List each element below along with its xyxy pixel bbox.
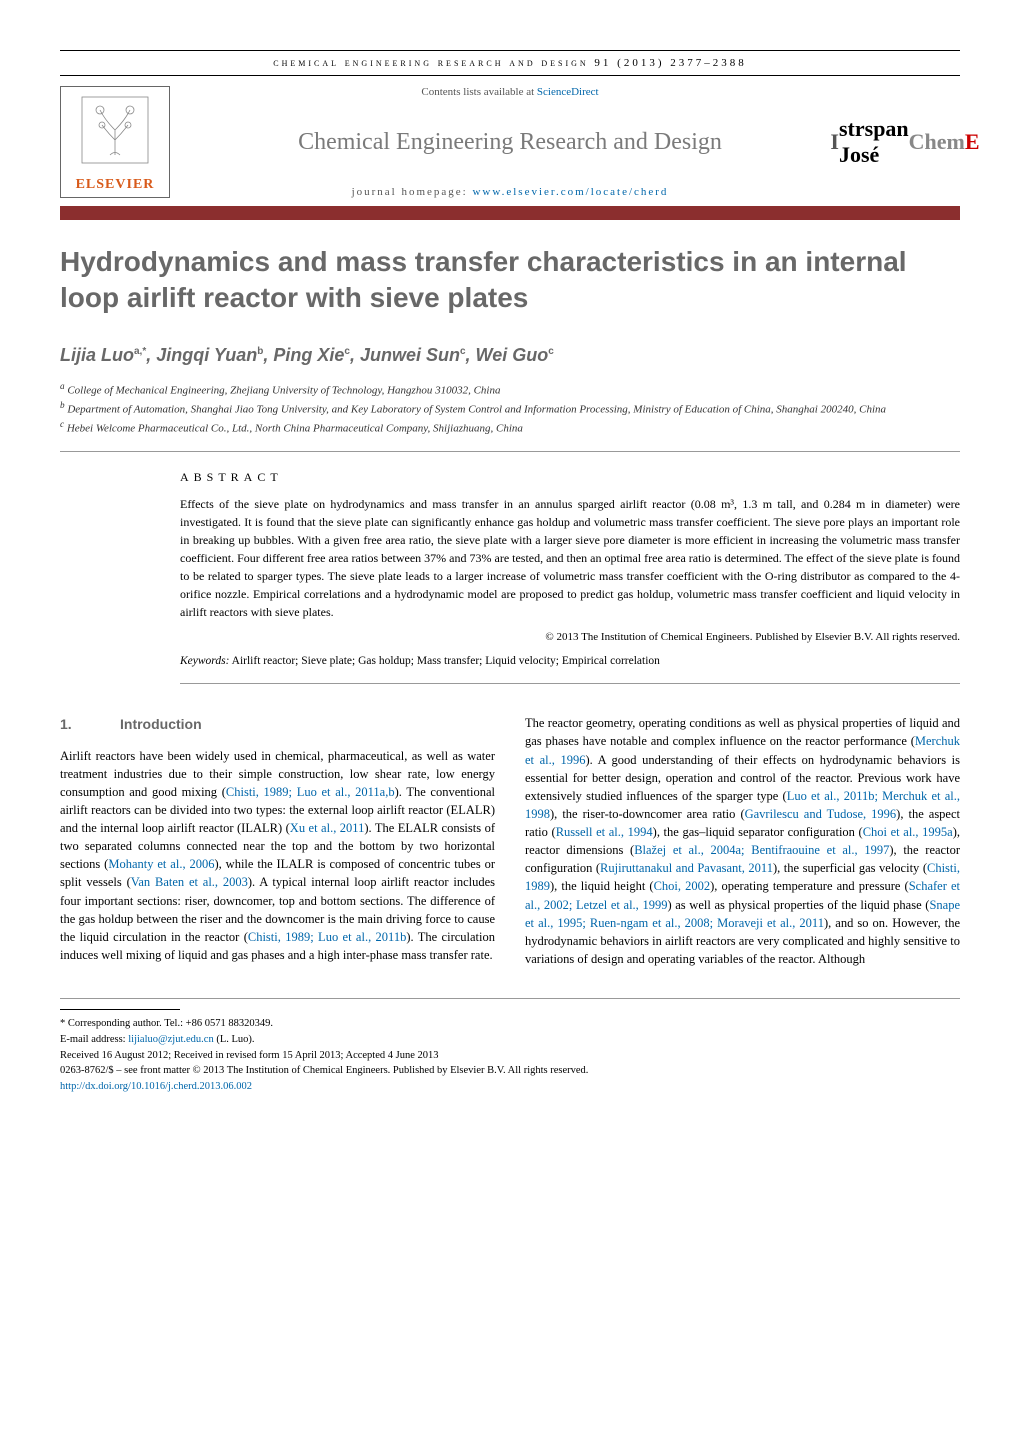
running-head: chemical engineering research and design… bbox=[60, 50, 960, 76]
contents-available: Contents lists available at ScienceDirec… bbox=[190, 86, 830, 98]
email-label: E-mail address: bbox=[60, 1034, 128, 1045]
journal-name: Chemical Engineering Research and Design bbox=[190, 129, 830, 156]
abstract-text: Effects of the sieve plate on hydrodynam… bbox=[180, 495, 960, 621]
icheme-i: I bbox=[830, 129, 839, 155]
email-tail: (L. Luo). bbox=[214, 1034, 255, 1045]
citation-link[interactable]: Mohanty et al., 2006 bbox=[108, 857, 214, 871]
section-1-title: Introduction bbox=[120, 716, 202, 732]
homepage-link[interactable]: www.elsevier.com/locate/cherd bbox=[472, 186, 668, 198]
t: ), operating temperature and pressure ( bbox=[710, 879, 909, 893]
affiliations: a College of Mechanical Engineering, Zhe… bbox=[60, 380, 960, 452]
citation-link[interactable]: Blažej et al., 2004a; Bentifraouine et a… bbox=[634, 843, 889, 857]
t: ), the liquid height ( bbox=[550, 879, 654, 893]
journal-homepage: journal homepage: www.elsevier.com/locat… bbox=[190, 186, 830, 198]
citation-link[interactable]: Choi et al., 1995a bbox=[863, 825, 953, 839]
red-divider-bar bbox=[60, 206, 960, 220]
email-line: E-mail address: lijialuo@zjut.edu.cn (L.… bbox=[60, 1032, 960, 1048]
section-1-num: 1. bbox=[60, 714, 120, 734]
column-left: 1.Introduction Airlift reactors have bee… bbox=[60, 714, 495, 968]
citation-link[interactable]: Gavrilescu and Tudose, 1996 bbox=[745, 807, 897, 821]
keywords-text: Airlift reactor; Sieve plate; Gas holdup… bbox=[229, 655, 660, 667]
t: ) as well as physical properties of the … bbox=[667, 898, 929, 912]
corresponding-author: * Corresponding author. Tel.: +86 0571 8… bbox=[60, 1016, 960, 1032]
email-link[interactable]: lijialuo@zjut.edu.cn bbox=[128, 1034, 213, 1045]
para-col1: Airlift reactors have been widely used i… bbox=[60, 747, 495, 965]
body-columns: 1.Introduction Airlift reactors have bee… bbox=[60, 714, 960, 968]
contents-prefix: Contents lists available at bbox=[421, 86, 536, 98]
header-center: Contents lists available at ScienceDirec… bbox=[170, 86, 850, 198]
keywords: Keywords: Airlift reactor; Sieve plate; … bbox=[180, 655, 960, 667]
t: The reactor geometry, operating conditio… bbox=[525, 716, 960, 748]
column-right: The reactor geometry, operating conditio… bbox=[525, 714, 960, 968]
citation-link[interactable]: Rujiruttanakul and Pavasant, 2011 bbox=[600, 861, 773, 875]
journal-header: ELSEVIER Contents lists available at Sci… bbox=[60, 86, 960, 198]
citation-link[interactable]: Russell et al., 1994 bbox=[556, 825, 653, 839]
homepage-prefix: journal homepage: bbox=[352, 186, 473, 198]
t: ), the riser-to-downcomer area ratio ( bbox=[550, 807, 745, 821]
article-title: Hydrodynamics and mass transfer characte… bbox=[60, 244, 960, 317]
para-col2: The reactor geometry, operating conditio… bbox=[525, 714, 960, 968]
corresponding-tel: Tel.: +86 0571 88320349. bbox=[162, 1018, 273, 1029]
citation-link[interactable]: Choi, 2002 bbox=[654, 879, 711, 893]
corresponding-label: * Corresponding author. bbox=[60, 1018, 162, 1029]
sciencedirect-link[interactable]: ScienceDirect bbox=[537, 86, 599, 98]
icheme-chem: Chem bbox=[909, 129, 965, 155]
citation-link[interactable]: Van Baten et al., 2003 bbox=[131, 875, 248, 889]
footer: * Corresponding author. Tel.: +86 0571 8… bbox=[60, 998, 960, 1095]
doi-line: http://dx.doi.org/10.1016/j.cherd.2013.0… bbox=[60, 1079, 960, 1095]
section-1-heading: 1.Introduction bbox=[60, 714, 495, 734]
footnote-rule bbox=[60, 1009, 180, 1010]
icheme-e: E bbox=[965, 129, 980, 155]
received-line: Received 16 August 2012; Received in rev… bbox=[60, 1048, 960, 1064]
issn-line: 0263-8762/$ – see front matter © 2013 Th… bbox=[60, 1063, 960, 1079]
icheme-logo: I strspan JoséChemE bbox=[850, 86, 960, 198]
citation-link[interactable]: Chisti, 1989; Luo et al., 2011b bbox=[248, 930, 406, 944]
abstract-block: ABSTRACT Effects of the sieve plate on h… bbox=[180, 470, 960, 684]
t: ), the gas–liquid separator configuratio… bbox=[653, 825, 863, 839]
elsevier-name: ELSEVIER bbox=[76, 177, 155, 193]
t: ), the superficial gas velocity ( bbox=[773, 861, 927, 875]
citation-link[interactable]: Chisti, 1989; Luo et al., 2011a,b bbox=[226, 785, 395, 799]
keywords-label: Keywords: bbox=[180, 655, 229, 667]
doi-link[interactable]: http://dx.doi.org/10.1016/j.cherd.2013.0… bbox=[60, 1081, 252, 1092]
abstract-label: ABSTRACT bbox=[180, 470, 960, 485]
abstract-copyright: © 2013 The Institution of Chemical Engin… bbox=[180, 631, 960, 643]
citation-link[interactable]: Xu et al., 2011 bbox=[290, 821, 365, 835]
author-list: Lijia Luoa,*, Jingqi Yuanb, Ping Xiec, J… bbox=[60, 345, 960, 366]
elsevier-logo: ELSEVIER bbox=[60, 86, 170, 198]
elsevier-tree-icon bbox=[80, 95, 150, 173]
